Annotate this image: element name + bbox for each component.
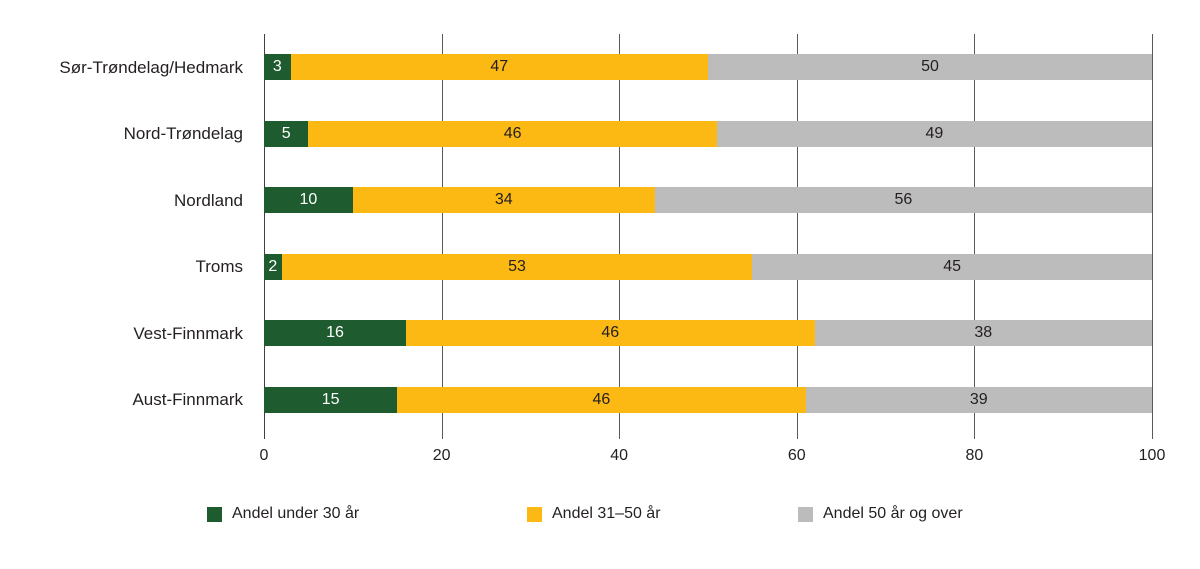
bar-segment: 34	[352, 187, 655, 214]
bar-segment: 49	[716, 120, 1152, 147]
legend-label: Andel 50 år og over	[823, 505, 963, 522]
legend-item: Andel under 30 år	[207, 505, 359, 523]
gridline	[619, 34, 621, 433]
bar-segment: 46	[406, 320, 815, 347]
legend-item: Andel 50 år og over	[798, 505, 963, 523]
axis-tick	[1152, 433, 1153, 439]
axis-tick	[796, 433, 798, 439]
x-tick-label: 60	[787, 447, 806, 464]
bar-segment: 2	[264, 253, 282, 280]
gridline	[796, 34, 798, 433]
bar-segment: 39	[805, 386, 1152, 413]
bar-segment: 10	[264, 187, 353, 214]
x-tick-label: 40	[610, 447, 629, 464]
legend-label: Andel 31–50 år	[552, 505, 661, 522]
y-axis-category-labels: Sør-Trøndelag/Hedmark Nord-Trøndelag Nordl…	[0, 34, 264, 433]
legend-swatch	[527, 506, 542, 522]
bar-row: 10 34 56	[264, 187, 1152, 214]
bar-row: 5 46 49	[264, 120, 1152, 147]
axis-tick	[264, 433, 265, 439]
gridline	[974, 34, 976, 433]
y-axis-line	[264, 34, 265, 433]
plot-area: 3 47 50 5 46 49 10 34 56 2 53 45 16 46 38 15 46 39	[264, 34, 1153, 439]
bar-segment: 46	[397, 386, 806, 413]
category-label: Nordland	[174, 190, 243, 210]
x-tick-label: 100	[1138, 447, 1166, 464]
bar-row: 3 47 50	[264, 54, 1152, 81]
bar-segment: 15	[264, 386, 398, 413]
axis-tick	[441, 433, 443, 439]
legend-label: Andel under 30 år	[232, 505, 360, 522]
bar-segment: 16	[264, 320, 407, 347]
legend: Andel under 30 år Andel 31–50 år Andel 50 …	[0, 505, 1200, 527]
legend-swatch	[207, 506, 222, 522]
gridline	[441, 34, 443, 433]
axis-tick	[974, 433, 976, 439]
category-label: Troms	[195, 257, 243, 277]
bar-row: 2 53 45	[264, 253, 1152, 280]
x-axis-tick-labels: 0 20 40 60 80 100	[260, 446, 1166, 468]
category-label: Nord-Trøndelag	[123, 124, 243, 144]
legend-swatch	[798, 506, 813, 522]
bar-segment: 5	[264, 120, 309, 147]
bar-row: 16 46 38	[264, 320, 1152, 347]
bar-row: 15 46 39	[264, 386, 1152, 413]
bar-segment: 50	[707, 54, 1152, 81]
bar-segment: 38	[814, 320, 1152, 347]
bar-segment: 46	[308, 120, 717, 147]
bar-segment: 47	[290, 54, 708, 81]
axis-tick	[619, 433, 621, 439]
category-label: Aust-Finnmark	[132, 390, 243, 410]
bar-segment: 45	[752, 253, 1152, 280]
x-tick-label: 20	[432, 447, 451, 464]
gridline	[1152, 34, 1153, 433]
legend-item: Andel 31–50 år	[527, 505, 661, 523]
x-tick-label: 0	[259, 447, 269, 464]
x-tick-label: 80	[965, 447, 984, 464]
category-label: Sør-Trøndelag/Hedmark	[59, 57, 243, 77]
bar-segment: 3	[264, 54, 291, 81]
category-label: Vest-Finnmark	[133, 323, 243, 343]
bar-segment: 53	[281, 253, 753, 280]
bar-segment: 56	[654, 187, 1152, 214]
